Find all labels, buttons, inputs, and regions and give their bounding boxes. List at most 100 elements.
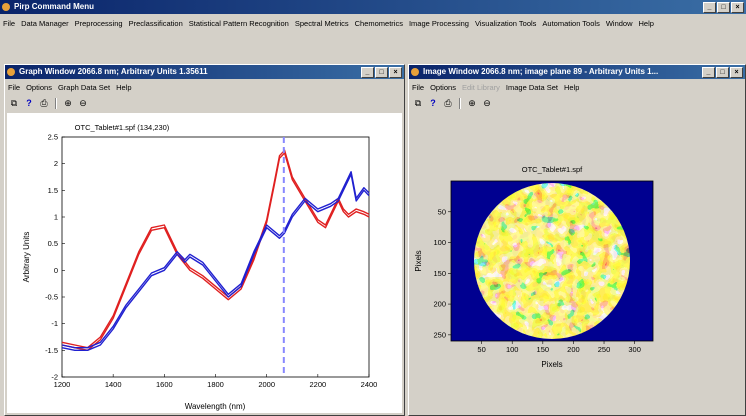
image-ytick-label: 200 [433,300,446,309]
menu-image-processing[interactable]: Image Processing [409,17,469,30]
image-xtick-label: 200 [567,345,580,354]
menu-statistical-pattern-recognition[interactable]: Statistical Pattern Recognition [189,17,289,30]
graph-ylabel: Arbitrary Units [22,232,31,283]
graph-axes-box [62,137,369,377]
graph-ytick-label: -0.5 [45,293,58,302]
app-icon [2,3,10,11]
image-window: Image Window 2066.8 nm; image plane 89 -… [408,64,746,416]
close-icon[interactable]: × [731,2,744,13]
image-window-icon [411,68,419,76]
minimize-icon[interactable]: _ [361,67,374,78]
zoom-in-icon[interactable]: ⊕ [62,97,74,109]
graph-toolbar: ⧉ ? ⎙ ⊕ ⊖ [5,96,89,110]
image-ytick-label: 250 [433,330,446,339]
graph-window-titlebar[interactable]: Graph Window 2066.8 nm; Arbitrary Units … [5,65,404,79]
graph-ytick-label: 0 [54,266,58,275]
main-titlebar[interactable]: Pirp Command Menu _ □ × [0,0,746,14]
image-toolbar: ⧉ ? ⎙ ⊕ ⊖ [409,96,493,110]
image-plot-title: OTC_Tablet#1.spf [522,165,583,174]
close-icon[interactable]: × [730,67,743,78]
graph-ytick-label: -1 [51,319,58,328]
minimize-icon[interactable]: _ [703,2,716,13]
graph-plot-area: OTC_Tablet#1.spf (134,230) 1200 1400 1600 1… [7,113,402,413]
image-ytick-label: 150 [433,269,446,278]
zoom-out-icon[interactable]: ⊖ [481,97,493,109]
graph-menu-options[interactable]: Options [26,81,52,94]
image-menu-file[interactable]: File [412,81,424,94]
menu-window[interactable]: Window [606,17,633,30]
maximize-icon[interactable]: □ [717,2,730,13]
graph-window-title: Graph Window 2066.8 nm; Arbitrary Units … [19,67,208,76]
image-menubar: File Options Edit Library Image Data Set… [409,81,579,94]
menu-spectral-metrics[interactable]: Spectral Metrics [295,17,349,30]
graph-menu-graph-data-set[interactable]: Graph Data Set [58,81,110,94]
graph-ytick-label: 1.5 [48,186,58,195]
menu-visualization-tools[interactable]: Visualization Tools [475,17,536,30]
graph-window: Graph Window 2066.8 nm; Arbitrary Units … [4,64,405,416]
help-icon[interactable]: ? [427,97,439,109]
image-menu-edit-library: Edit Library [462,81,500,94]
graph-xtick-label: 1800 [207,380,224,389]
image-plot-area: OTC_Tablet#1.spf 50 100 150 200 250 300 50 100 1… [411,113,743,413]
spectrum-chart[interactable]: OTC_Tablet#1.spf (134,230) 1200 1400 1600 1… [7,113,402,413]
graph-xtick-label: 2000 [258,380,275,389]
graph-xtick-label: 1600 [156,380,173,389]
image-ytick-label: 50 [438,207,446,216]
graph-ytick-label: -2 [51,373,58,382]
maximize-icon[interactable]: □ [375,67,388,78]
minimize-icon[interactable]: _ [702,67,715,78]
graph-ytick-label: 0.5 [48,239,58,248]
image-ylabel: Pixels [414,250,423,271]
toolbar-separator [55,98,57,109]
graph-ytick-label: 2 [54,159,58,168]
toolbar-separator [459,98,461,109]
graph-menubar: File Options Graph Data Set Help [5,81,132,94]
help-icon[interactable]: ? [23,97,35,109]
graph-ytick-label: 2.5 [48,133,58,142]
image-xtick-label: 150 [537,345,550,354]
tablet-disc [474,183,630,339]
print-icon[interactable]: ⎙ [442,97,454,109]
graph-xtick-label: 2200 [309,380,326,389]
menu-data-manager[interactable]: Data Manager [21,17,69,30]
image-menu-help[interactable]: Help [564,81,579,94]
graph-ytick-label: 1 [54,213,58,222]
graph-menu-file[interactable]: File [8,81,20,94]
print-icon[interactable]: ⎙ [38,97,50,109]
image-window-titlebar[interactable]: Image Window 2066.8 nm; image plane 89 -… [409,65,745,79]
zoom-in-icon[interactable]: ⊕ [466,97,478,109]
menu-preprocessing[interactable]: Preprocessing [75,17,123,30]
menu-automation-tools[interactable]: Automation Tools [542,17,599,30]
chemical-image[interactable]: OTC_Tablet#1.spf 50 100 150 200 250 300 50 100 1… [411,113,743,413]
image-ytick-label: 100 [433,238,446,247]
image-xtick-label: 100 [506,345,519,354]
close-icon[interactable]: × [389,67,402,78]
main-title: Pirp Command Menu [14,2,94,11]
image-window-title: Image Window 2066.8 nm; image plane 89 -… [423,67,658,76]
image-menu-image-data-set[interactable]: Image Data Set [506,81,558,94]
zoom-out-icon[interactable]: ⊖ [77,97,89,109]
copy-icon[interactable]: ⧉ [8,97,20,109]
graph-xlabel: Wavelength (nm) [185,402,246,411]
image-xlabel: Pixels [541,360,562,369]
image-window-controls: _ □ × [702,67,743,78]
image-xtick-label: 300 [628,345,641,354]
image-xtick-label: 50 [477,345,485,354]
graph-window-controls: _ □ × [361,67,402,78]
image-xtick-label: 250 [598,345,611,354]
graph-ytick-label: -1.5 [45,346,58,355]
menu-help[interactable]: Help [639,17,654,30]
maximize-icon[interactable]: □ [716,67,729,78]
copy-icon[interactable]: ⧉ [412,97,424,109]
menu-preclassification[interactable]: Preclassification [129,17,183,30]
graph-xtick-label: 1400 [105,380,122,389]
main-window-controls: _ □ × [703,2,744,13]
main-menubar: File Data Manager Preprocessing Preclass… [0,17,746,30]
menu-file[interactable]: File [3,17,15,30]
graph-plot-title: OTC_Tablet#1.spf (134,230) [75,123,170,132]
graph-xtick-label: 2400 [361,380,378,389]
graph-menu-help[interactable]: Help [116,81,131,94]
graph-window-icon [7,68,15,76]
image-menu-options[interactable]: Options [430,81,456,94]
menu-chemometrics[interactable]: Chemometrics [355,17,403,30]
